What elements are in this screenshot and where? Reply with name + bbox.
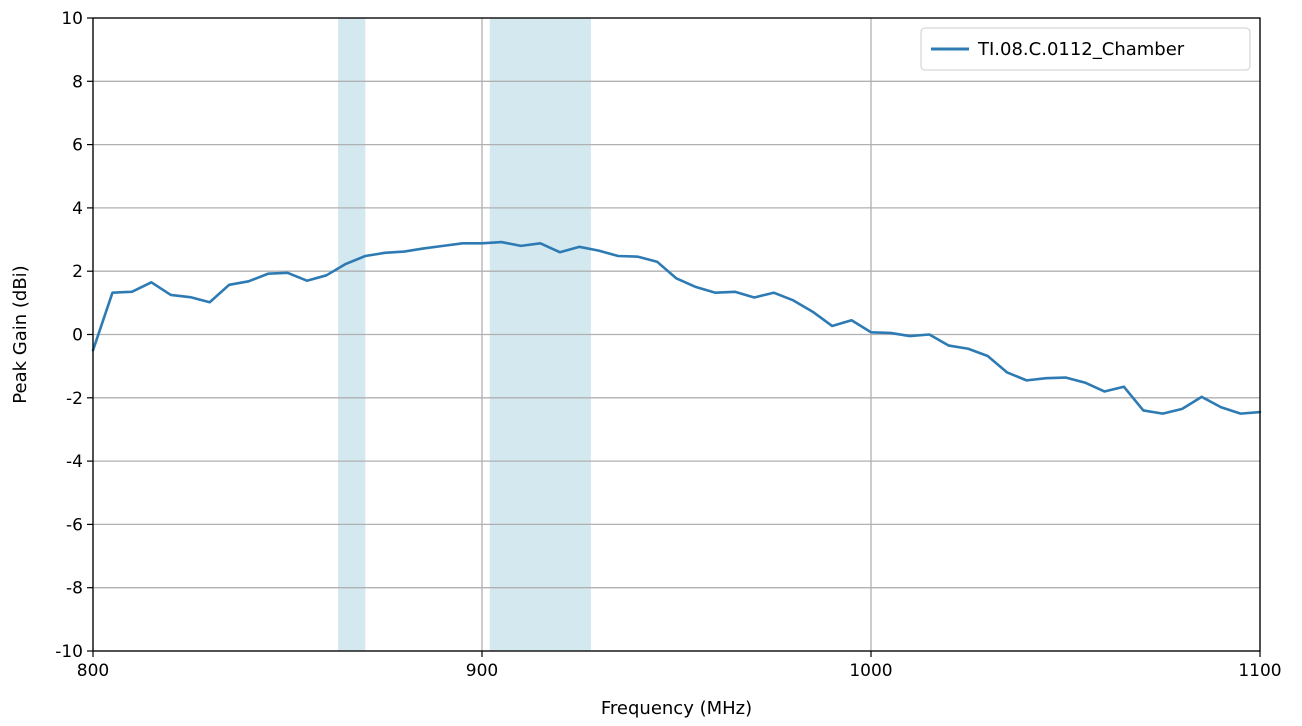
x-tick-label: 900 xyxy=(466,661,498,681)
y-tick-label: -10 xyxy=(55,642,83,662)
y-tick-label: 10 xyxy=(61,9,83,29)
y-tick-label: 0 xyxy=(72,326,83,346)
series-lines xyxy=(91,240,1262,415)
y-axis-label: Peak Gain (dBi) xyxy=(10,265,31,403)
series-line-1 xyxy=(91,240,1262,415)
y-tick-label: 2 xyxy=(72,262,83,282)
legend-entry-label: TI.08.C.0112_Chamber xyxy=(977,39,1185,60)
y-tick-label: -8 xyxy=(66,579,83,599)
x-ticks: 800 900 1000 1100 xyxy=(77,651,1282,681)
y-tick-label: 8 xyxy=(72,72,83,92)
legend-box xyxy=(920,27,1251,71)
y-tick-label: -4 xyxy=(66,452,83,472)
y-tick-label: -2 xyxy=(66,389,83,409)
legend: TI.08.C.0112_Chamber xyxy=(920,27,1251,71)
y-tick-label: 4 xyxy=(72,199,83,219)
x-tick-label: 800 xyxy=(77,661,109,681)
y-ticks: -10 -8 -6 -4 -2 0 2 4 6 8 10 xyxy=(55,9,93,662)
y-tick-label: 6 xyxy=(72,136,83,156)
x-axis-label: Frequency (MHz) xyxy=(601,698,752,719)
x-tick-label: 1000 xyxy=(849,661,892,681)
grid-lines xyxy=(92,17,1261,652)
x-tick-label: 1100 xyxy=(1238,661,1281,681)
y-tick-label: -6 xyxy=(66,515,83,535)
